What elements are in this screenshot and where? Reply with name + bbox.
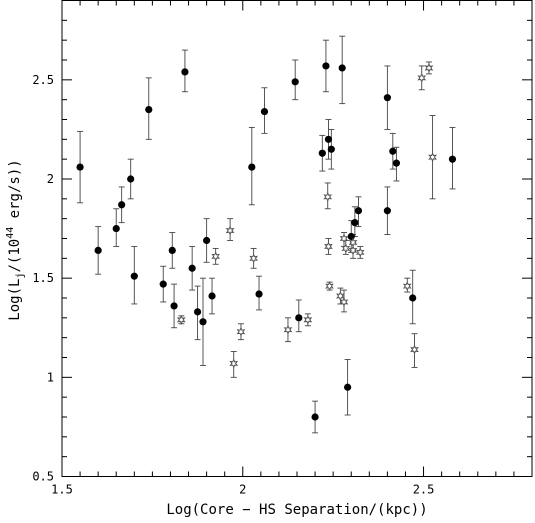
x-tick-label: 2 [239,483,246,497]
data-point-filled [127,175,135,183]
y-tick-label: 1 [47,370,54,384]
data-point-star [211,251,221,262]
data-point-filled [322,62,330,70]
data-point-star [229,358,239,369]
data-point-filled [389,147,397,155]
data-point-star [417,72,427,83]
data-point-star [402,281,412,292]
data-point-filled [383,207,391,215]
data-point-filled [118,201,126,209]
data-point-filled [338,64,346,72]
data-point-star [410,344,419,355]
data-point-star [323,191,333,202]
data-point-filled [255,290,263,298]
data-point-filled [291,78,299,86]
data-point-filled [324,135,333,143]
data-point-filled [168,246,176,254]
data-point-star [249,253,258,264]
y-axis-title-part: /(10 [7,239,23,273]
data-point-filled [318,149,326,157]
x-axis-title: Log(Core − HS Separation/(kpc)) [166,502,427,518]
y-axis-title-part: Log(L [7,279,23,321]
data-point-filled [193,308,202,316]
data-point-star [176,314,186,325]
data-point-star [303,314,313,325]
data-point-star [236,326,246,337]
data-point-star [324,241,333,252]
y-axis-title-superscript: 44 [5,227,16,239]
data-point-star [283,324,293,335]
data-point-filled [351,219,359,227]
data-point-filled [181,68,189,76]
x-tick-label: 2.5 [413,483,435,497]
data-point-filled [130,272,138,280]
y-tick-label: 2.5 [32,73,54,87]
data-point-filled [295,314,303,322]
y-axis-title-part: erg/s)) [7,159,23,226]
data-point-filled [327,145,335,153]
x-tick-label: 1.5 [51,483,73,497]
data-point-filled [188,264,196,272]
data-point-filled [112,224,120,233]
axis-tick-labels: 1.5 2 2.5 0.5 1 1.5 2 2.5 [32,73,434,497]
data-point-star [424,62,434,73]
y-tick-label: 2 [47,172,54,186]
data-point-filled [199,318,207,326]
data-point-filled [94,246,102,254]
data-point-star [428,152,437,163]
data-point-filled [383,94,391,102]
y-axis-title: Log(Lj/(1044 erg/s)) [5,159,26,320]
data-point-filled [311,413,319,421]
data-point-filled [159,280,167,288]
data-point-filled [208,292,216,300]
y-axis-title-subscript: j [15,273,26,279]
data-point-filled [448,155,457,163]
data-point-filled [354,207,363,215]
data-point-star [339,296,349,308]
axis-ticks [61,0,533,477]
data-point-star [225,225,235,236]
data-point-filled [409,294,417,302]
data-point-filled [145,105,153,114]
data-point-filled [260,107,269,116]
y-tick-label: 0.5 [32,470,54,484]
data-point-star [336,290,345,302]
data-point-star [355,247,365,258]
y-tick-label: 1.5 [32,271,54,285]
data-point-star [325,281,334,292]
data-point-star [339,233,349,244]
error-bars [77,35,456,434]
plot-frame [61,0,533,477]
data-point-filled [170,302,178,310]
data-point-star [341,243,351,254]
data-point-filled [392,159,401,167]
data-point-filled [248,163,256,171]
data-point-filled [203,236,211,245]
data-point-filled [347,232,355,241]
data-point-filled [76,163,84,171]
data-points [76,62,457,421]
data-point-star [348,245,358,256]
data-point-filled [344,383,352,391]
